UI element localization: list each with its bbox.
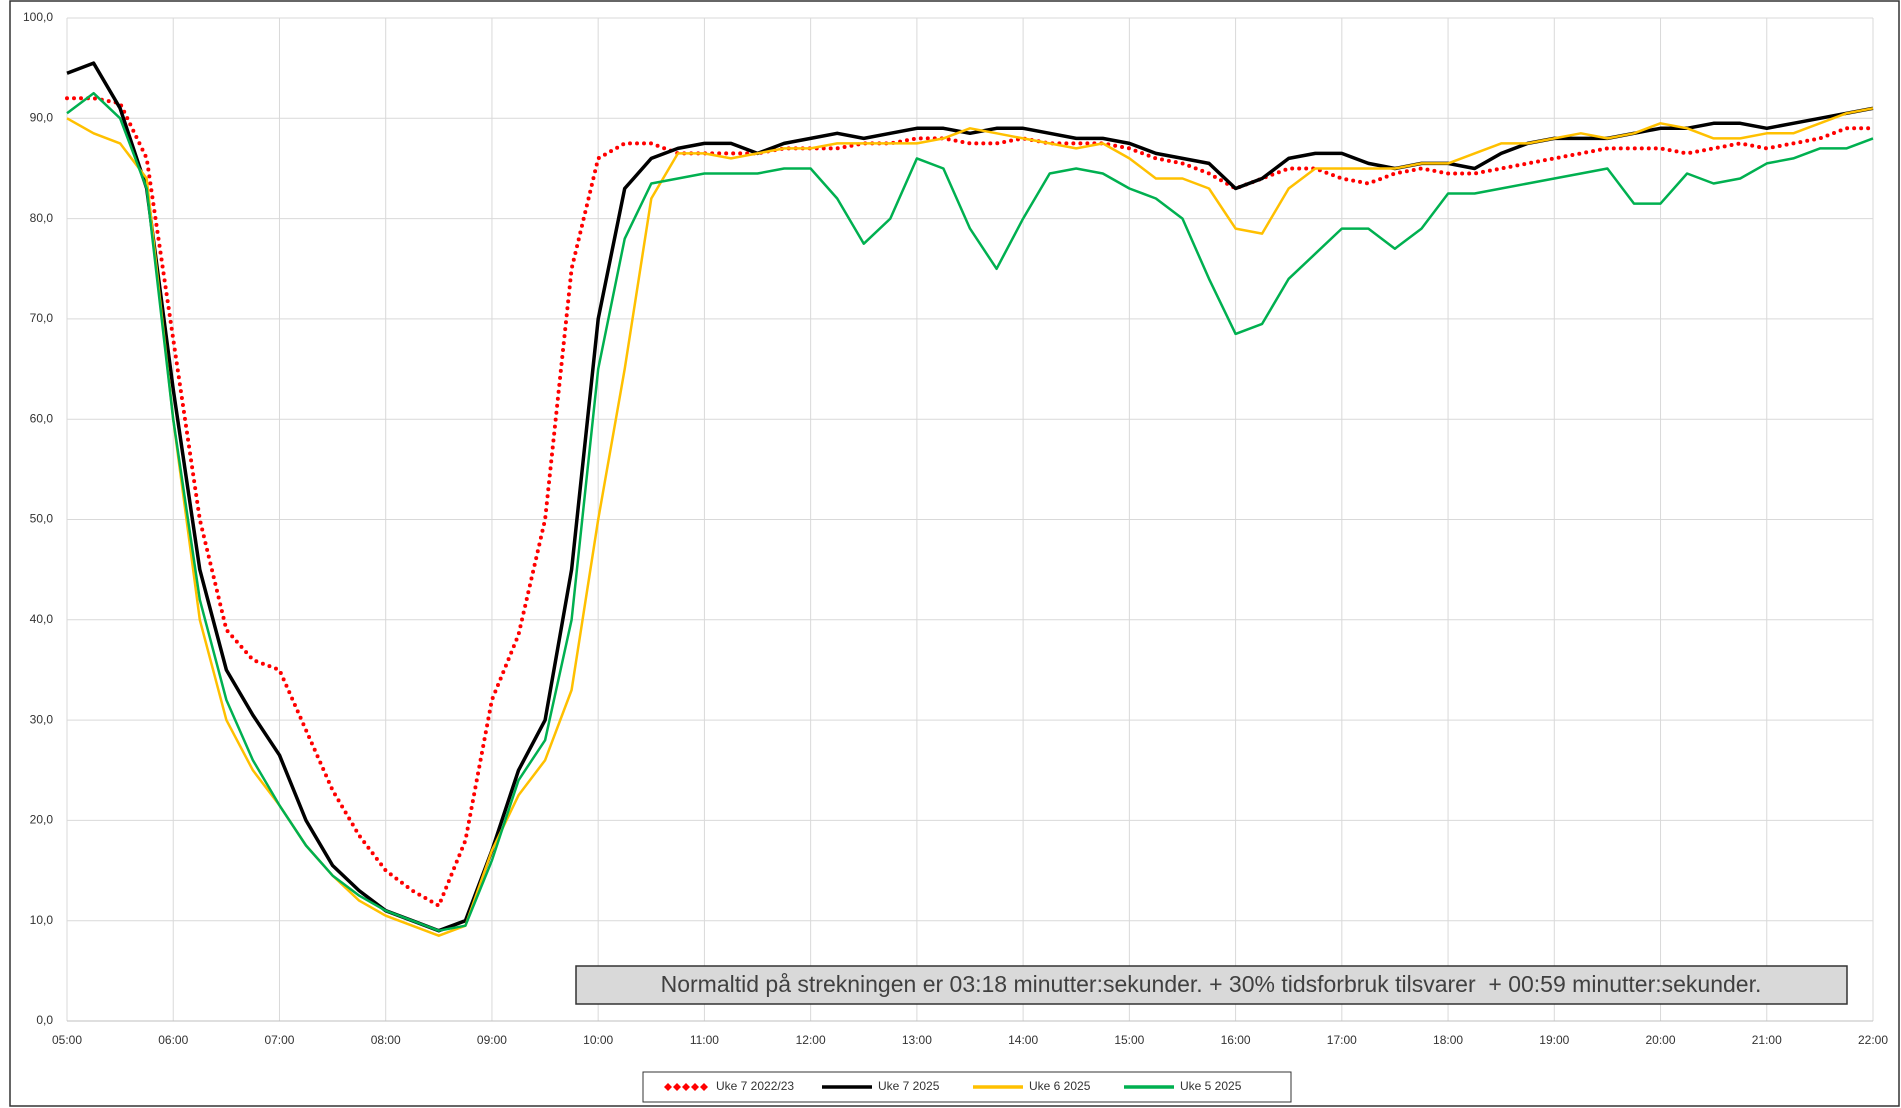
x-tick-label: 11:00: [690, 1033, 719, 1047]
x-tick-label: 19:00: [1539, 1033, 1569, 1047]
y-tick-label: 60,0: [30, 411, 54, 425]
x-tick-label: 18:00: [1433, 1033, 1463, 1047]
x-tick-label: 06:00: [158, 1033, 188, 1047]
series-line: [66, 91, 1874, 932]
y-tick-label: 100,0: [23, 10, 53, 24]
annotation: Normaltid på strekningen er 03:18 minutt…: [661, 971, 1762, 997]
x-tick-label: 14:00: [1008, 1033, 1038, 1047]
x-tick-label: 22:00: [1858, 1033, 1888, 1047]
y-tick-label: 20,0: [30, 813, 54, 827]
x-tick-label: 15:00: [1114, 1033, 1144, 1047]
legend-label: Uke 6 2025: [1029, 1079, 1091, 1093]
series-line: [65, 96, 1875, 909]
y-tick-label: 90,0: [30, 110, 54, 124]
legend-marker: [673, 1083, 681, 1091]
annotation-box: [575, 965, 1848, 1005]
series-line: [66, 61, 1874, 933]
x-tick-label: 21:00: [1752, 1033, 1782, 1047]
x-tick-label: 17:00: [1327, 1033, 1357, 1047]
x-tick-label: 12:00: [796, 1033, 826, 1047]
y-tick-label: 10,0: [30, 913, 54, 927]
legend-label: Uke 7 2022/23: [716, 1079, 794, 1093]
chart-frame: [9, 0, 1900, 1107]
y-tick-label: 70,0: [30, 311, 54, 325]
x-tick-label: 09:00: [477, 1033, 507, 1047]
legend-marker: [700, 1083, 708, 1091]
legend-label: Uke 5 2025: [1180, 1079, 1242, 1093]
y-tick-label: 40,0: [30, 612, 54, 626]
x-tick-label: 16:00: [1221, 1033, 1251, 1047]
legend-marker: [682, 1083, 690, 1091]
legend-box: [642, 1071, 1292, 1103]
y-tick-label: 80,0: [30, 211, 54, 225]
x-tick-label: 20:00: [1646, 1033, 1676, 1047]
y-tick-label: 30,0: [30, 712, 54, 726]
x-tick-label: 05:00: [52, 1033, 82, 1047]
y-tick-label: 0,0: [36, 1013, 53, 1027]
y-tick-label: 50,0: [30, 512, 54, 526]
x-tick-label: 10:00: [583, 1033, 613, 1047]
series-line: [66, 107, 1874, 937]
legend-marker: [664, 1083, 672, 1091]
x-tick-label: 13:00: [902, 1033, 932, 1047]
x-tick-label: 08:00: [371, 1033, 401, 1047]
legend-marker: [691, 1083, 699, 1091]
x-tick-label: 07:00: [264, 1033, 294, 1047]
legend-label: Uke 7 2025: [878, 1079, 940, 1093]
